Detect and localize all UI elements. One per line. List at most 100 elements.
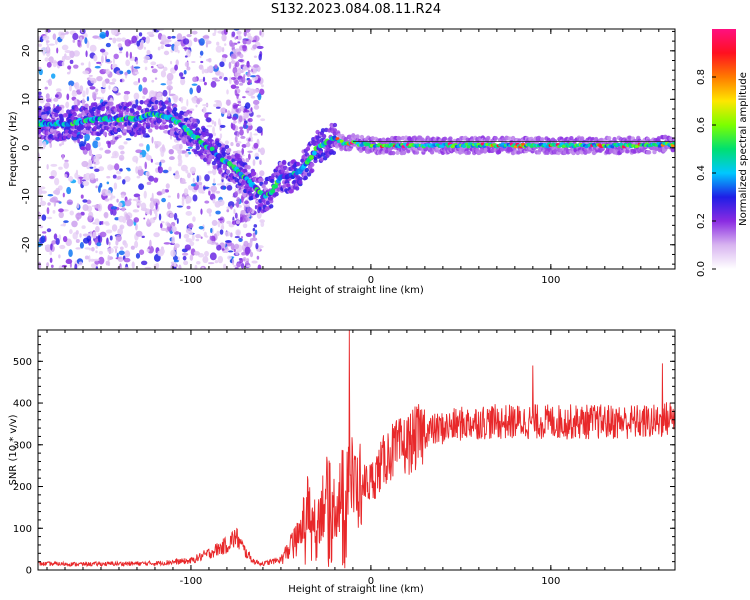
noise-blob [55,238,60,245]
noise-blob [231,31,236,37]
noise-blob [230,232,233,238]
ridge-halo [226,147,232,153]
noise-blob [105,189,112,196]
noise-blob [192,216,196,222]
noise-blob [196,175,200,183]
noise-blob [182,38,190,45]
noise-blob [224,140,229,145]
noise-blob [116,252,119,258]
noise-blob [137,202,142,206]
noise-blob [139,154,143,159]
noise-blob [69,210,74,216]
noise-blob [118,145,125,150]
noise-blob [52,33,57,40]
noise-blob [160,227,167,231]
noise-blob [203,81,207,86]
noise-blob [75,169,79,176]
ridge-halo [442,136,448,141]
noise-blob [85,142,91,151]
noise-blob [61,154,64,160]
noise-blob [105,30,109,38]
noise-blob [208,213,212,217]
noise-blob [213,103,218,108]
noise-blob [39,200,47,206]
ridge-halo [310,168,315,173]
noise-blob [95,245,99,249]
noise-blob [151,192,154,201]
noise-blob [131,35,138,44]
noise-blob [221,248,225,251]
noise-blob [82,204,89,212]
colorbar-tick-label: 0.2 [696,213,707,229]
noise-blob [53,233,58,240]
noise-blob [112,133,115,142]
noise-blob [138,183,145,190]
noise-blob [140,260,148,266]
noise-blob [146,49,151,55]
noise-blob [224,231,231,237]
noise-blob [69,50,75,59]
noise-blob [158,213,162,221]
noise-blob [50,163,58,167]
noise-blob [145,152,150,160]
noise-blob [239,82,244,86]
noise-blob [207,65,214,74]
noise-blob [59,31,65,40]
noise-blob [245,216,249,221]
noise-blob [202,76,206,83]
noise-blob [58,265,63,269]
ridge-halo [84,103,89,108]
noise-blob [204,200,210,204]
ridge-halo [77,113,83,118]
noise-blob [63,220,69,224]
noise-blob [244,102,251,109]
noise-blob [155,202,158,210]
noise-blob [90,263,96,269]
noise-blob [226,206,230,210]
noise-blob [161,197,166,203]
noise-blob [140,202,147,211]
ridge-halo [222,166,227,171]
noise-blob [124,199,132,207]
noise-blob [135,149,143,154]
noise-blob [109,235,113,241]
noise-blob [220,107,227,114]
noise-blob [66,199,74,206]
noise-blob [154,77,158,80]
noise-blob [54,39,58,45]
noise-blob [165,39,172,43]
noise-blob [242,256,247,262]
ridge-halo [258,198,263,204]
noise-blob [219,61,225,68]
noise-blob [245,158,250,163]
noise-blob [39,96,45,104]
noise-blob [111,209,117,216]
noise-blob [191,30,198,35]
noise-blob [137,78,141,84]
noise-blob [98,250,103,255]
ridge-halo [579,136,585,141]
noise-blob [227,255,232,260]
ridge-halo [414,150,420,155]
ridge-halo [303,175,308,181]
ridge-halo [269,204,274,209]
ridge-halo [490,148,495,153]
noise-blob [152,200,157,203]
noise-blob [166,222,171,227]
noise-blob [167,202,171,210]
noise-blob [180,77,186,86]
noise-blob [145,36,151,44]
noise-blob [135,99,139,105]
noise-blob [159,159,166,164]
noise-blob [115,239,119,246]
noise-blob [234,79,240,86]
noise-blob [177,49,180,54]
noise-blob [246,207,253,213]
noise-blob [96,242,102,247]
noise-blob [251,237,258,242]
spectrogram-y-axis-label: Frequency (Hz) [8,111,19,187]
noise-blob [189,254,194,261]
noise-blob [242,65,249,71]
ridge-halo [213,145,219,150]
noise-blob [94,218,100,226]
